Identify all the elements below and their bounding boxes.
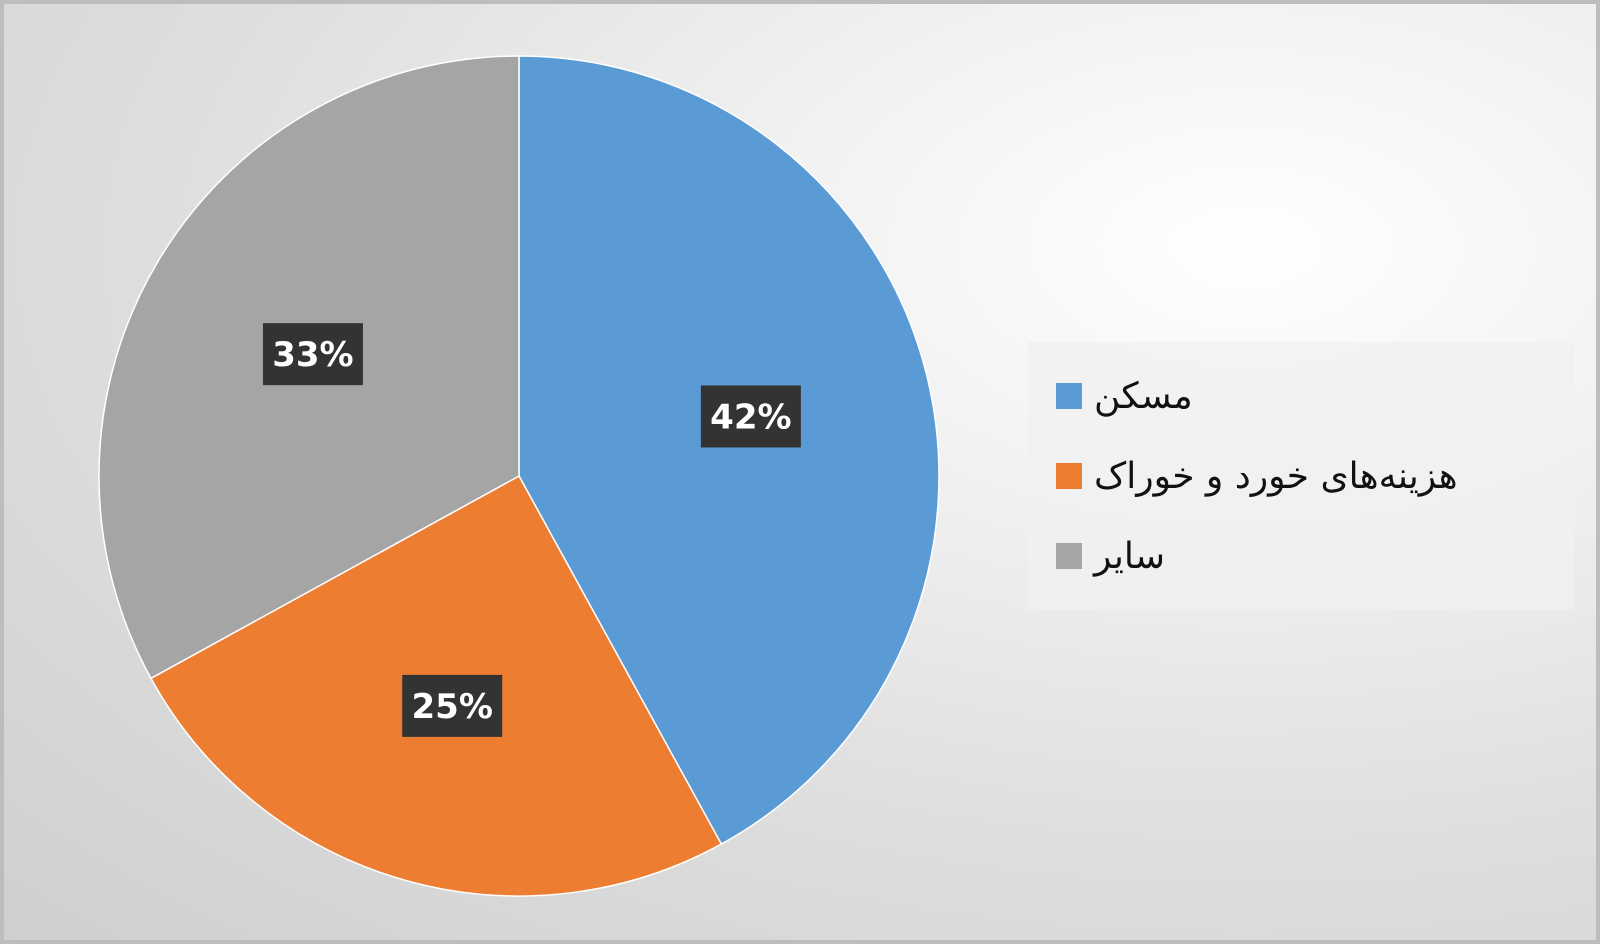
legend-label-other: سایر (1094, 535, 1166, 577)
pie-slice-housing (518, 55, 940, 846)
legend-item-housing: مسکن (1056, 356, 1556, 436)
legend-item-food: هزینه‌های خورد و خوراک (1056, 436, 1556, 516)
legend-swatch-other (1056, 543, 1082, 569)
data-label-text-other: 33% (272, 335, 353, 375)
data-label-text-food: 25% (412, 687, 493, 727)
pie-chart: 42% 25% 33% (98, 55, 940, 897)
legend-swatch-food (1056, 463, 1082, 489)
data-label-other: 33% (262, 323, 363, 386)
legend-label-housing: مسکن (1094, 375, 1193, 417)
data-label-housing: 42% (700, 385, 801, 448)
data-label-box-other (262, 323, 363, 386)
data-label-box-food (402, 674, 503, 737)
legend-item-other: سایر (1056, 516, 1556, 596)
data-label-box-housing (700, 385, 801, 448)
legend: مسکن هزینه‌های خورد و خوراک سایر (1028, 342, 1574, 610)
data-label-food: 25% (402, 674, 503, 737)
legend-label-food: هزینه‌های خورد و خوراک (1094, 455, 1458, 497)
data-label-text-housing: 42% (710, 397, 791, 437)
legend-swatch-housing (1056, 383, 1082, 409)
